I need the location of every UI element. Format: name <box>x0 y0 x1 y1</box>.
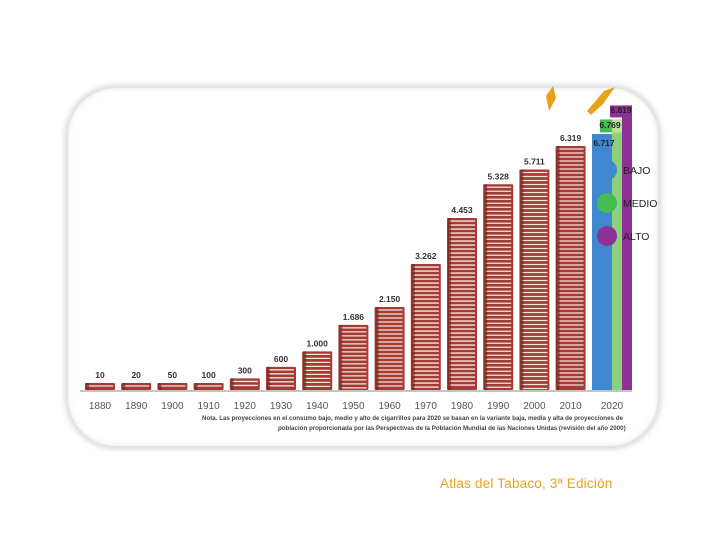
projection-value-label-ALTO: 6.819 <box>610 105 632 115</box>
bar-stripes-1940 <box>304 353 331 388</box>
bar-shade-1950 <box>339 324 343 390</box>
note-line-2: población proporcionada por las Perspect… <box>278 425 626 432</box>
category-label-1940: 1940 <box>306 401 329 412</box>
category-label-1920: 1920 <box>234 401 257 412</box>
note-line-1: Nota. Las proyecciones en el consumo baj… <box>202 415 623 422</box>
category-label-2000: 2000 <box>523 401 546 412</box>
bar-shade-1990 <box>484 184 488 390</box>
bar-shade-1920 <box>230 378 234 390</box>
projection-bar-MEDIO <box>612 119 622 390</box>
ember-shard-right <box>587 87 615 115</box>
bar-shade-1900 <box>158 383 162 390</box>
bar-shade-2010 <box>556 146 560 390</box>
bar-1950 <box>338 324 369 390</box>
bar-shade-1960 <box>375 306 379 390</box>
value-label-1930: 600 <box>274 354 288 364</box>
category-label-1950: 1950 <box>342 401 365 412</box>
legend-marker-MEDIO <box>597 193 617 213</box>
bar-shade-1880 <box>86 383 89 390</box>
bar-stripes-1920 <box>231 380 258 387</box>
category-label-2020: 2020 <box>601 401 624 412</box>
category-label-1960: 1960 <box>378 401 401 412</box>
category-label-1910: 1910 <box>197 401 220 412</box>
bar-shade-1910 <box>194 383 198 390</box>
bar-1960 <box>374 306 405 390</box>
projection-bar-ALTO <box>622 105 632 390</box>
legend-label-ALTO: ALTO <box>623 231 649 243</box>
category-label-1980: 1980 <box>451 401 474 412</box>
projection-value-label-BAJO: 6.717 <box>593 138 615 148</box>
category-label-1900: 1900 <box>161 401 184 412</box>
value-label-1900: 50 <box>168 370 178 380</box>
cigarette-decoration-icon <box>546 86 615 115</box>
projection-cap-MEDIO <box>600 119 612 133</box>
bar-stripes-1970 <box>412 266 439 388</box>
category-label-1890: 1890 <box>125 401 148 412</box>
value-label-1940: 1.000 <box>307 338 329 348</box>
legend-label-BAJO: BAJO <box>623 165 650 177</box>
bar-1980 <box>447 218 477 390</box>
bar-stripes-2000 <box>521 171 548 390</box>
bar-stripes-1950 <box>340 327 367 389</box>
value-label-1880: 10 <box>95 370 105 380</box>
bar-stripes-1980 <box>449 220 475 386</box>
value-label-1960: 2.150 <box>379 294 401 304</box>
legend-label-MEDIO: MEDIO <box>623 198 657 210</box>
bar-shade-1890 <box>122 383 126 390</box>
bar-shade-2000 <box>520 169 524 390</box>
ember-shard-left <box>546 86 556 111</box>
bar-1920 <box>229 378 260 390</box>
legend-marker-BAJO <box>597 160 617 180</box>
category-label-1930: 1930 <box>270 401 293 412</box>
value-label-1950: 1.686 <box>343 312 365 322</box>
bar-stripes-1990 <box>485 186 512 388</box>
value-label-1920: 300 <box>238 365 252 375</box>
value-label-1990: 5.328 <box>488 171 510 181</box>
value-label-1910: 100 <box>202 370 216 380</box>
value-label-1890: 20 <box>131 370 141 380</box>
category-label-1970: 1970 <box>415 401 438 412</box>
bar-stripes-1930 <box>268 369 294 387</box>
category-label-2010: 2010 <box>559 401 582 412</box>
bar-stripes-1960 <box>376 309 403 387</box>
bar-shade-1980 <box>448 218 451 390</box>
projection-stripe-MEDIO <box>612 132 622 390</box>
source-caption: Atlas del Tabaco, 3ª Edición <box>440 476 613 491</box>
bar-shade-1940 <box>303 351 307 390</box>
category-label-1880: 1880 <box>89 401 112 412</box>
bar-shade-1970 <box>411 264 415 390</box>
value-label-1970: 3.262 <box>415 251 437 261</box>
projection-cap-ALTO <box>610 105 632 118</box>
legend-marker-ALTO <box>597 226 617 246</box>
projection-value-label-MEDIO: 6.769 <box>599 120 621 130</box>
value-label-2010: 6.319 <box>560 133 582 143</box>
value-label-2000: 5.711 <box>524 156 545 166</box>
bar-shade-1930 <box>267 366 270 390</box>
category-label-1990: 1990 <box>487 401 510 412</box>
bar-stripes-2010 <box>557 148 584 386</box>
value-label-1980: 4.453 <box>451 205 473 215</box>
